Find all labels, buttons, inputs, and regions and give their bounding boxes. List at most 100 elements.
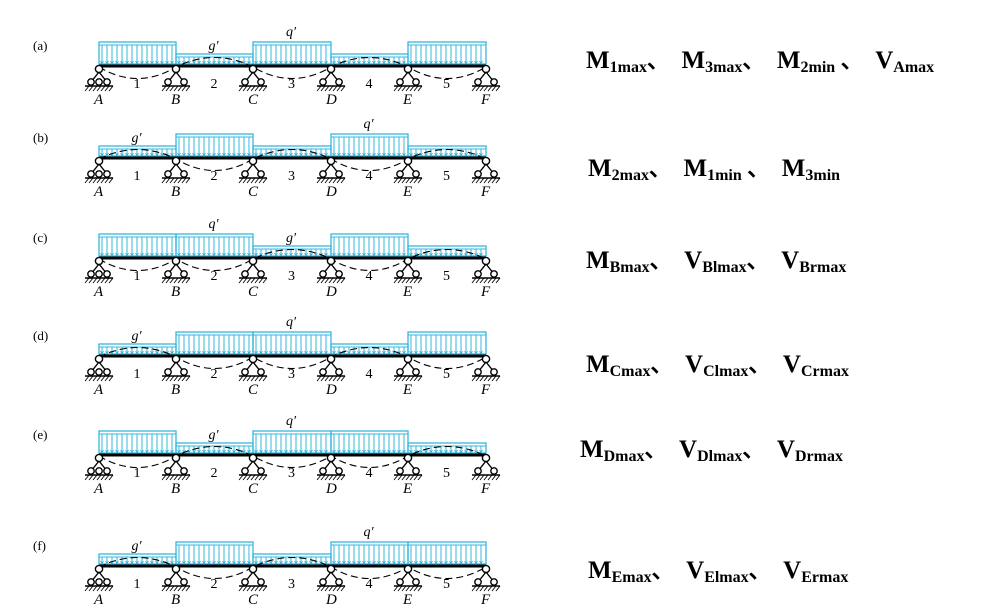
support-d xyxy=(316,354,346,382)
support-label-a: A xyxy=(93,382,104,398)
support-label-d: D xyxy=(325,481,337,497)
support-label-e: E xyxy=(402,92,412,108)
dead-load-block xyxy=(98,343,177,355)
formula-separator: 、 xyxy=(646,48,669,73)
live-load-block xyxy=(98,430,177,454)
support-d xyxy=(316,156,346,184)
support-label-c: C xyxy=(248,284,259,300)
support-label-b: B xyxy=(171,481,180,497)
span-number: 3 xyxy=(288,269,295,284)
support-label-d: D xyxy=(325,184,337,200)
span-number: 5 xyxy=(443,269,450,284)
span-number: 5 xyxy=(443,577,450,592)
support-f xyxy=(471,64,501,92)
support-label-d: D xyxy=(325,284,337,300)
support-label-a: A xyxy=(93,592,104,608)
live-load-block xyxy=(252,41,332,65)
span-number: 3 xyxy=(288,77,295,92)
formula-symbol: M xyxy=(683,155,708,182)
support-d xyxy=(316,256,346,284)
span-number: 2 xyxy=(211,577,218,592)
support-b xyxy=(161,64,191,92)
support-e xyxy=(393,156,423,184)
live-load-block xyxy=(330,133,409,157)
span-number: 4 xyxy=(366,367,373,382)
formula-symbol: M xyxy=(776,47,801,74)
formula-separator: 、 xyxy=(644,437,667,462)
support-b xyxy=(161,156,191,184)
support-label-e: E xyxy=(402,382,412,398)
formula-subscript: Blmax xyxy=(702,259,747,276)
support-label-f: F xyxy=(480,382,491,398)
support-e xyxy=(393,354,423,382)
load-case-formula: MCmax、 VClmax、 VCrmax xyxy=(586,351,849,380)
formula-symbol: V xyxy=(686,557,705,584)
load-case-formula: M2max、 M1min 、 M3min xyxy=(588,155,840,184)
q-load-label: q′ xyxy=(286,315,297,330)
support-label-c: C xyxy=(248,481,259,497)
span-number: 5 xyxy=(443,169,450,184)
formula-subscript: Emax xyxy=(611,569,652,586)
q-load-label: q′ xyxy=(286,25,297,40)
g-load-label: g′ xyxy=(209,39,220,54)
span-number: 4 xyxy=(366,577,373,592)
support-label-f: F xyxy=(480,284,491,300)
support-a xyxy=(84,256,114,284)
formula-symbol: M xyxy=(586,247,610,274)
support-c xyxy=(238,256,268,284)
load-case-formula: MEmax、 VElmax、 VErmax xyxy=(588,557,848,586)
g-load-label: g′ xyxy=(132,131,143,146)
formula-subscript: Amax xyxy=(893,59,935,76)
live-load-block xyxy=(175,331,254,355)
support-label-e: E xyxy=(402,481,412,497)
live-load-block xyxy=(407,331,487,355)
formula-symbol: V xyxy=(781,247,800,274)
beam-panel: (f) g′ q′ A B C D E F 1 2 3 4 5 xyxy=(33,525,501,608)
load-case-formula: M1max、 M3max、 M2min 、 VAmax xyxy=(586,47,935,76)
formula-subscript: Cmax xyxy=(609,363,651,380)
support-label-f: F xyxy=(480,92,491,108)
formula-symbol: M xyxy=(588,557,612,584)
formula-subscript: Dmax xyxy=(603,448,645,465)
support-label-a: A xyxy=(93,284,104,300)
beam-panel: (e) g′ q′ A B C D E F 1 2 3 4 5 xyxy=(33,414,501,497)
formula-subscript: Dlmax xyxy=(697,448,743,465)
span-number: 4 xyxy=(366,466,373,481)
support-f xyxy=(471,453,501,481)
formula-symbol: V xyxy=(783,557,802,584)
support-f xyxy=(471,256,501,284)
live-load-block xyxy=(175,133,254,157)
span-number: 3 xyxy=(288,367,295,382)
panel-label: (d) xyxy=(33,328,48,343)
formula-separator: 、 xyxy=(742,437,765,462)
support-label-d: D xyxy=(325,382,337,398)
live-load-block xyxy=(252,430,332,454)
formula-subscript: Clmax xyxy=(703,363,749,380)
q-load-label: q′ xyxy=(209,217,220,232)
formula-separator: 、 xyxy=(651,558,674,583)
formula-symbol: V xyxy=(685,351,704,378)
dead-load-block xyxy=(252,145,332,157)
support-label-a: A xyxy=(93,481,104,497)
formula-separator: 、 xyxy=(742,48,765,73)
formula-symbol: M xyxy=(586,351,610,378)
support-c xyxy=(238,354,268,382)
support-e xyxy=(393,453,423,481)
support-c xyxy=(238,64,268,92)
g-load-label: g′ xyxy=(132,329,143,344)
span-number: 4 xyxy=(366,169,373,184)
support-label-e: E xyxy=(402,284,412,300)
formula-symbol: V xyxy=(776,436,795,463)
support-label-b: B xyxy=(171,92,180,108)
support-b xyxy=(161,354,191,382)
support-label-c: C xyxy=(248,184,259,200)
live-load-block xyxy=(330,541,409,565)
support-d xyxy=(316,564,346,592)
dead-load-block xyxy=(407,145,487,157)
formula-symbol: M xyxy=(586,47,610,74)
span-number: 5 xyxy=(443,367,450,382)
deflected-shape xyxy=(98,556,487,580)
support-a xyxy=(84,354,114,382)
deflected-shape xyxy=(98,346,487,370)
